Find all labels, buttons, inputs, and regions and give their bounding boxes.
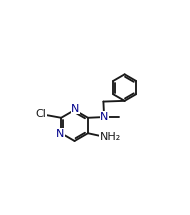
Text: NH₂: NH₂ [100,132,121,142]
Text: N: N [71,104,79,114]
Text: N: N [100,112,109,122]
Text: N: N [56,129,65,139]
Text: Cl: Cl [36,109,47,119]
